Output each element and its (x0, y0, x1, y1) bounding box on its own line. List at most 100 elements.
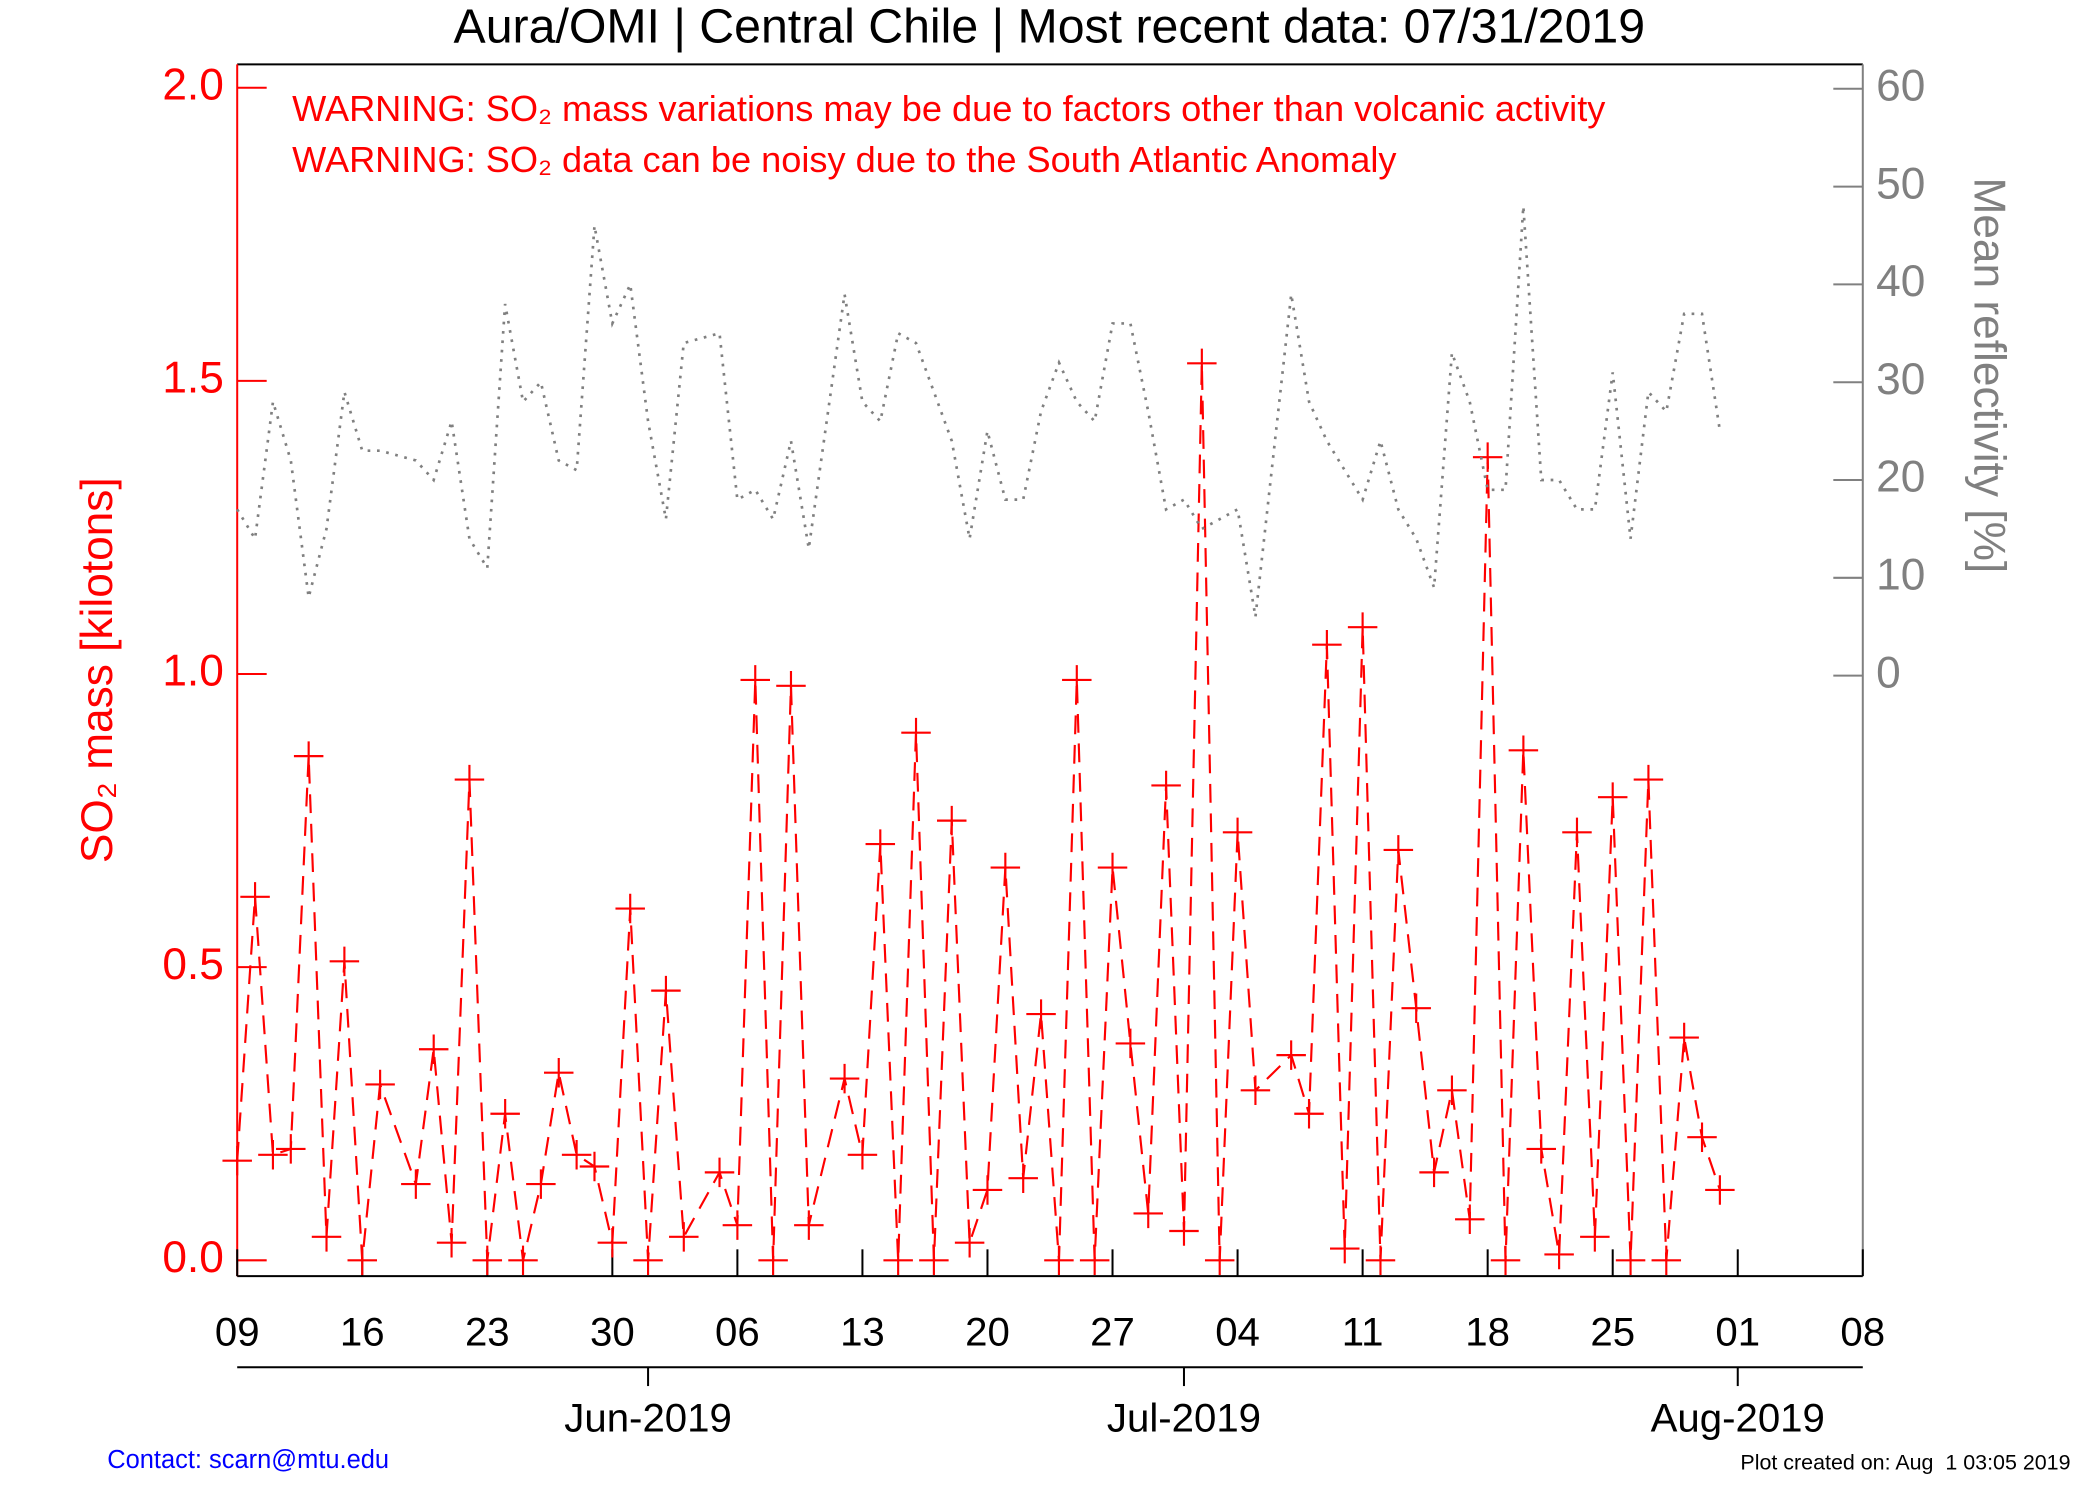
data-point (365, 1069, 395, 1100)
data-point (633, 1245, 663, 1276)
data-point (1472, 442, 1503, 472)
data-point (1633, 764, 1664, 795)
y2-tick-label: 60 (1876, 61, 1925, 110)
data-point (1276, 1040, 1306, 1070)
series-line (236, 206, 1722, 618)
month-label: Aug-2019 (1651, 1396, 1825, 1441)
data-point (276, 1134, 306, 1164)
data-point (1419, 1157, 1449, 1188)
data-point (1115, 1028, 1146, 1059)
data-point (1347, 612, 1378, 642)
x-tick-label: 09 (215, 1310, 260, 1355)
data-point (865, 829, 896, 859)
data-point (1330, 1233, 1360, 1264)
y-tick-label: 0.5 (162, 940, 223, 989)
x-tick-label: 16 (340, 1310, 385, 1355)
data-point (1437, 1075, 1467, 1106)
data-point (901, 717, 931, 748)
data-point (347, 1245, 377, 1276)
data-point (561, 1140, 592, 1170)
data-point (704, 1157, 735, 1188)
data-point (311, 1222, 342, 1252)
data-point (1455, 1204, 1485, 1235)
data-point (1687, 1122, 1717, 1152)
data-point (651, 975, 681, 1006)
data-point (937, 805, 967, 836)
y-axis-label: SO₂ mass [kilotons] (73, 477, 122, 863)
warning: WARNING: SO₂ data can be noisy due to th… (292, 139, 1397, 180)
x-tick-label: 13 (840, 1310, 885, 1355)
data-point (1222, 817, 1253, 848)
data-point (847, 1140, 878, 1170)
y2-tick-label: 50 (1876, 159, 1925, 208)
x-tick-label: 20 (965, 1310, 1010, 1355)
data-point (508, 1245, 538, 1276)
data-point (1597, 782, 1628, 812)
data-point (329, 946, 360, 977)
data-point (990, 852, 1021, 883)
data-point (794, 1210, 824, 1240)
data-point (1097, 852, 1128, 883)
data-point (1383, 835, 1414, 865)
data-point (1240, 1075, 1271, 1106)
data-point (293, 741, 324, 771)
data-point (669, 1222, 699, 1252)
data-point (526, 1169, 556, 1199)
data-point (1365, 1245, 1396, 1276)
x-tick-label: 01 (1715, 1310, 1760, 1355)
data-point (1151, 770, 1181, 801)
data-point (1580, 1222, 1610, 1252)
data-point (401, 1169, 431, 1199)
chart-title: Aura/OMI | Central Chile | Most recent d… (454, 0, 1646, 53)
plot-date: Plot created on: Aug 1 03:05 2019 (1740, 1450, 2070, 1474)
data-point (1026, 999, 1056, 1029)
data-point (919, 1245, 949, 1276)
data-point (1312, 629, 1342, 660)
x-tick-label: 23 (465, 1310, 510, 1355)
data-point (418, 1034, 449, 1065)
data-point (1705, 1175, 1735, 1205)
data-point (597, 1227, 628, 1258)
y2-tick-label: 40 (1876, 257, 1925, 306)
data-point (1562, 817, 1592, 848)
y2-tick-label: 0 (1876, 648, 1901, 697)
data-point (579, 1151, 610, 1182)
data-point (1062, 665, 1092, 695)
data-point (776, 671, 806, 701)
data-point (722, 1210, 753, 1240)
data-point (972, 1175, 1003, 1205)
data-point (544, 1057, 574, 1088)
data-point (740, 665, 770, 695)
data-point (454, 764, 485, 795)
y2-axis-label: Mean reflectivity [%] (1964, 177, 2013, 573)
x-tick-label: 25 (1590, 1310, 1635, 1355)
warning: WARNING: SO₂ mass variations may be due … (292, 88, 1606, 129)
y-tick-label: 2.0 (162, 60, 223, 109)
x-tick-label: 11 (1342, 1310, 1384, 1355)
data-point (1044, 1245, 1074, 1276)
data-point (1401, 993, 1431, 1023)
data-point (1508, 735, 1539, 766)
data-point (1544, 1239, 1574, 1270)
data-point (1008, 1163, 1038, 1193)
y2-tick-label: 10 (1876, 551, 1925, 600)
y2-tick-label: 20 (1876, 453, 1925, 502)
data-point (1651, 1245, 1682, 1276)
contact: Contact: scarn@mtu.edu (107, 1446, 389, 1474)
data-point (954, 1227, 985, 1258)
data-point (883, 1245, 913, 1276)
data-point (1187, 348, 1217, 379)
month-label: Jul-2019 (1107, 1396, 1261, 1441)
data-point (615, 893, 645, 924)
data-point (758, 1245, 788, 1276)
data-point (1133, 1198, 1163, 1229)
x-tick-label: 30 (590, 1310, 635, 1355)
data-point (222, 1145, 252, 1176)
data-point (1204, 1245, 1235, 1276)
data-point (436, 1227, 467, 1258)
data-point (1079, 1245, 1110, 1276)
data-point (490, 1099, 520, 1129)
data-point (1669, 1022, 1699, 1053)
month-label: Jun-2019 (564, 1396, 732, 1441)
y-tick-label: 1.5 (162, 354, 223, 403)
